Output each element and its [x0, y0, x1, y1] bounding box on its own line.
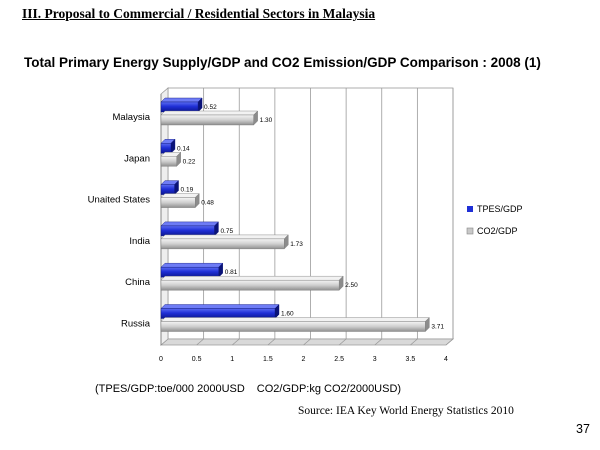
data-label: 0.52 — [204, 104, 217, 111]
data-label: 1.60 — [281, 311, 294, 318]
category-label: Malaysia — [113, 112, 151, 123]
legend: TPES/GDP CO2/GDP — [466, 204, 523, 236]
gridline-floor — [445, 338, 454, 346]
bar-unaited-states-co2 — [160, 197, 196, 208]
gridline-floor — [410, 338, 418, 346]
data-label: 0.22 — [183, 158, 196, 165]
category-label: Unaited States — [88, 195, 151, 206]
x-tick-label: 4 — [444, 356, 448, 363]
category-label: China — [125, 277, 151, 288]
bar-china-co2 — [160, 280, 340, 291]
bar-top-malaysia-s0 — [160, 97, 203, 103]
x-tick-label: 0.5 — [192, 356, 202, 363]
bar-top-unaited-states-s1 — [160, 193, 200, 198]
units-note-co2: CO2/GDP:kg CO2/2000USD) — [256, 383, 402, 395]
bar-japan-tpes — [160, 143, 172, 154]
x-tick-label: 1 — [230, 356, 234, 363]
data-label: 0.48 — [201, 200, 214, 207]
gridline-floor — [374, 338, 383, 346]
bar-india-co2 — [160, 238, 285, 250]
x-tick-label: 3.5 — [406, 356, 416, 363]
gridline-floor — [338, 338, 347, 346]
data-label: 1.30 — [260, 117, 273, 124]
x-tick-label: 2 — [302, 356, 306, 363]
x-tick-label: 2.5 — [334, 356, 344, 363]
legend-swatch-tpes — [467, 206, 473, 212]
data-label: 0.81 — [225, 269, 238, 276]
source-note: Source: IEA Key World Energy Statistics … — [298, 405, 514, 417]
x-tick-label: 1.5 — [263, 356, 273, 363]
bar-top-malaysia-s1 — [160, 110, 259, 116]
bar-unaited-states-tpes — [160, 184, 175, 195]
gridline-floor — [196, 338, 204, 346]
x-tick-label: 3 — [373, 356, 377, 363]
bar-top-india-s0 — [160, 221, 219, 227]
bar-top-china-s1 — [160, 276, 344, 281]
plot-area: 0 0.5 1 1.5 2 2.5 3 3.5 4 0.52 1.30 Malaysia 0.14 0.2… — [88, 87, 455, 363]
bar-malaysia-tpes — [160, 101, 199, 113]
bar-russia-co2 — [160, 321, 426, 332]
bar-top-india-s1 — [160, 234, 289, 240]
gridline-floor — [267, 338, 276, 346]
data-label: 3.71 — [431, 324, 444, 331]
bar-top-china-s0 — [160, 263, 224, 268]
bar-top-russia-s0 — [160, 304, 280, 309]
units-note: (TPES/GDP:toe/000 2000USD CO2/GDP:kg CO2/… — [95, 383, 401, 395]
bar-japan-co2 — [160, 156, 177, 167]
category-label: Japan — [124, 153, 150, 164]
data-label: 1.73 — [290, 241, 303, 248]
x-tick-label: 0 — [159, 356, 163, 363]
gridline-floor — [303, 338, 311, 346]
category-label: India — [129, 236, 150, 247]
legend-label-co2: CO2/GDP — [477, 226, 518, 236]
bar-russia-tpes — [160, 308, 276, 319]
bar-malaysia-co2 — [160, 114, 254, 126]
category-label: Russia — [121, 319, 151, 330]
chart-title: Total Primary Energy Supply/GDP and CO2 … — [24, 55, 541, 70]
data-label: 0.19 — [181, 187, 194, 194]
section-title: III. Proposal to Commercial / Residentia… — [22, 6, 376, 21]
data-label: 0.75 — [220, 228, 233, 235]
units-note-tpes: (TPES/GDP:toe/000 2000USD — [95, 383, 245, 395]
bar-top-russia-s1 — [160, 317, 430, 322]
legend-label-tpes: TPES/GDP — [477, 204, 523, 214]
data-label: 2.50 — [345, 282, 358, 289]
bar-china-tpes — [160, 267, 219, 278]
page-number: 37 — [576, 422, 590, 436]
legend-swatch-co2 — [466, 227, 474, 235]
data-label: 0.14 — [177, 145, 190, 152]
bar-chart: 0 0.5 1 1.5 2 2.5 3 3.5 4 0.52 1.30 Malaysia 0.14 0.2… — [88, 87, 523, 363]
gridline-floor — [231, 338, 240, 346]
bar-india-tpes — [160, 225, 215, 237]
